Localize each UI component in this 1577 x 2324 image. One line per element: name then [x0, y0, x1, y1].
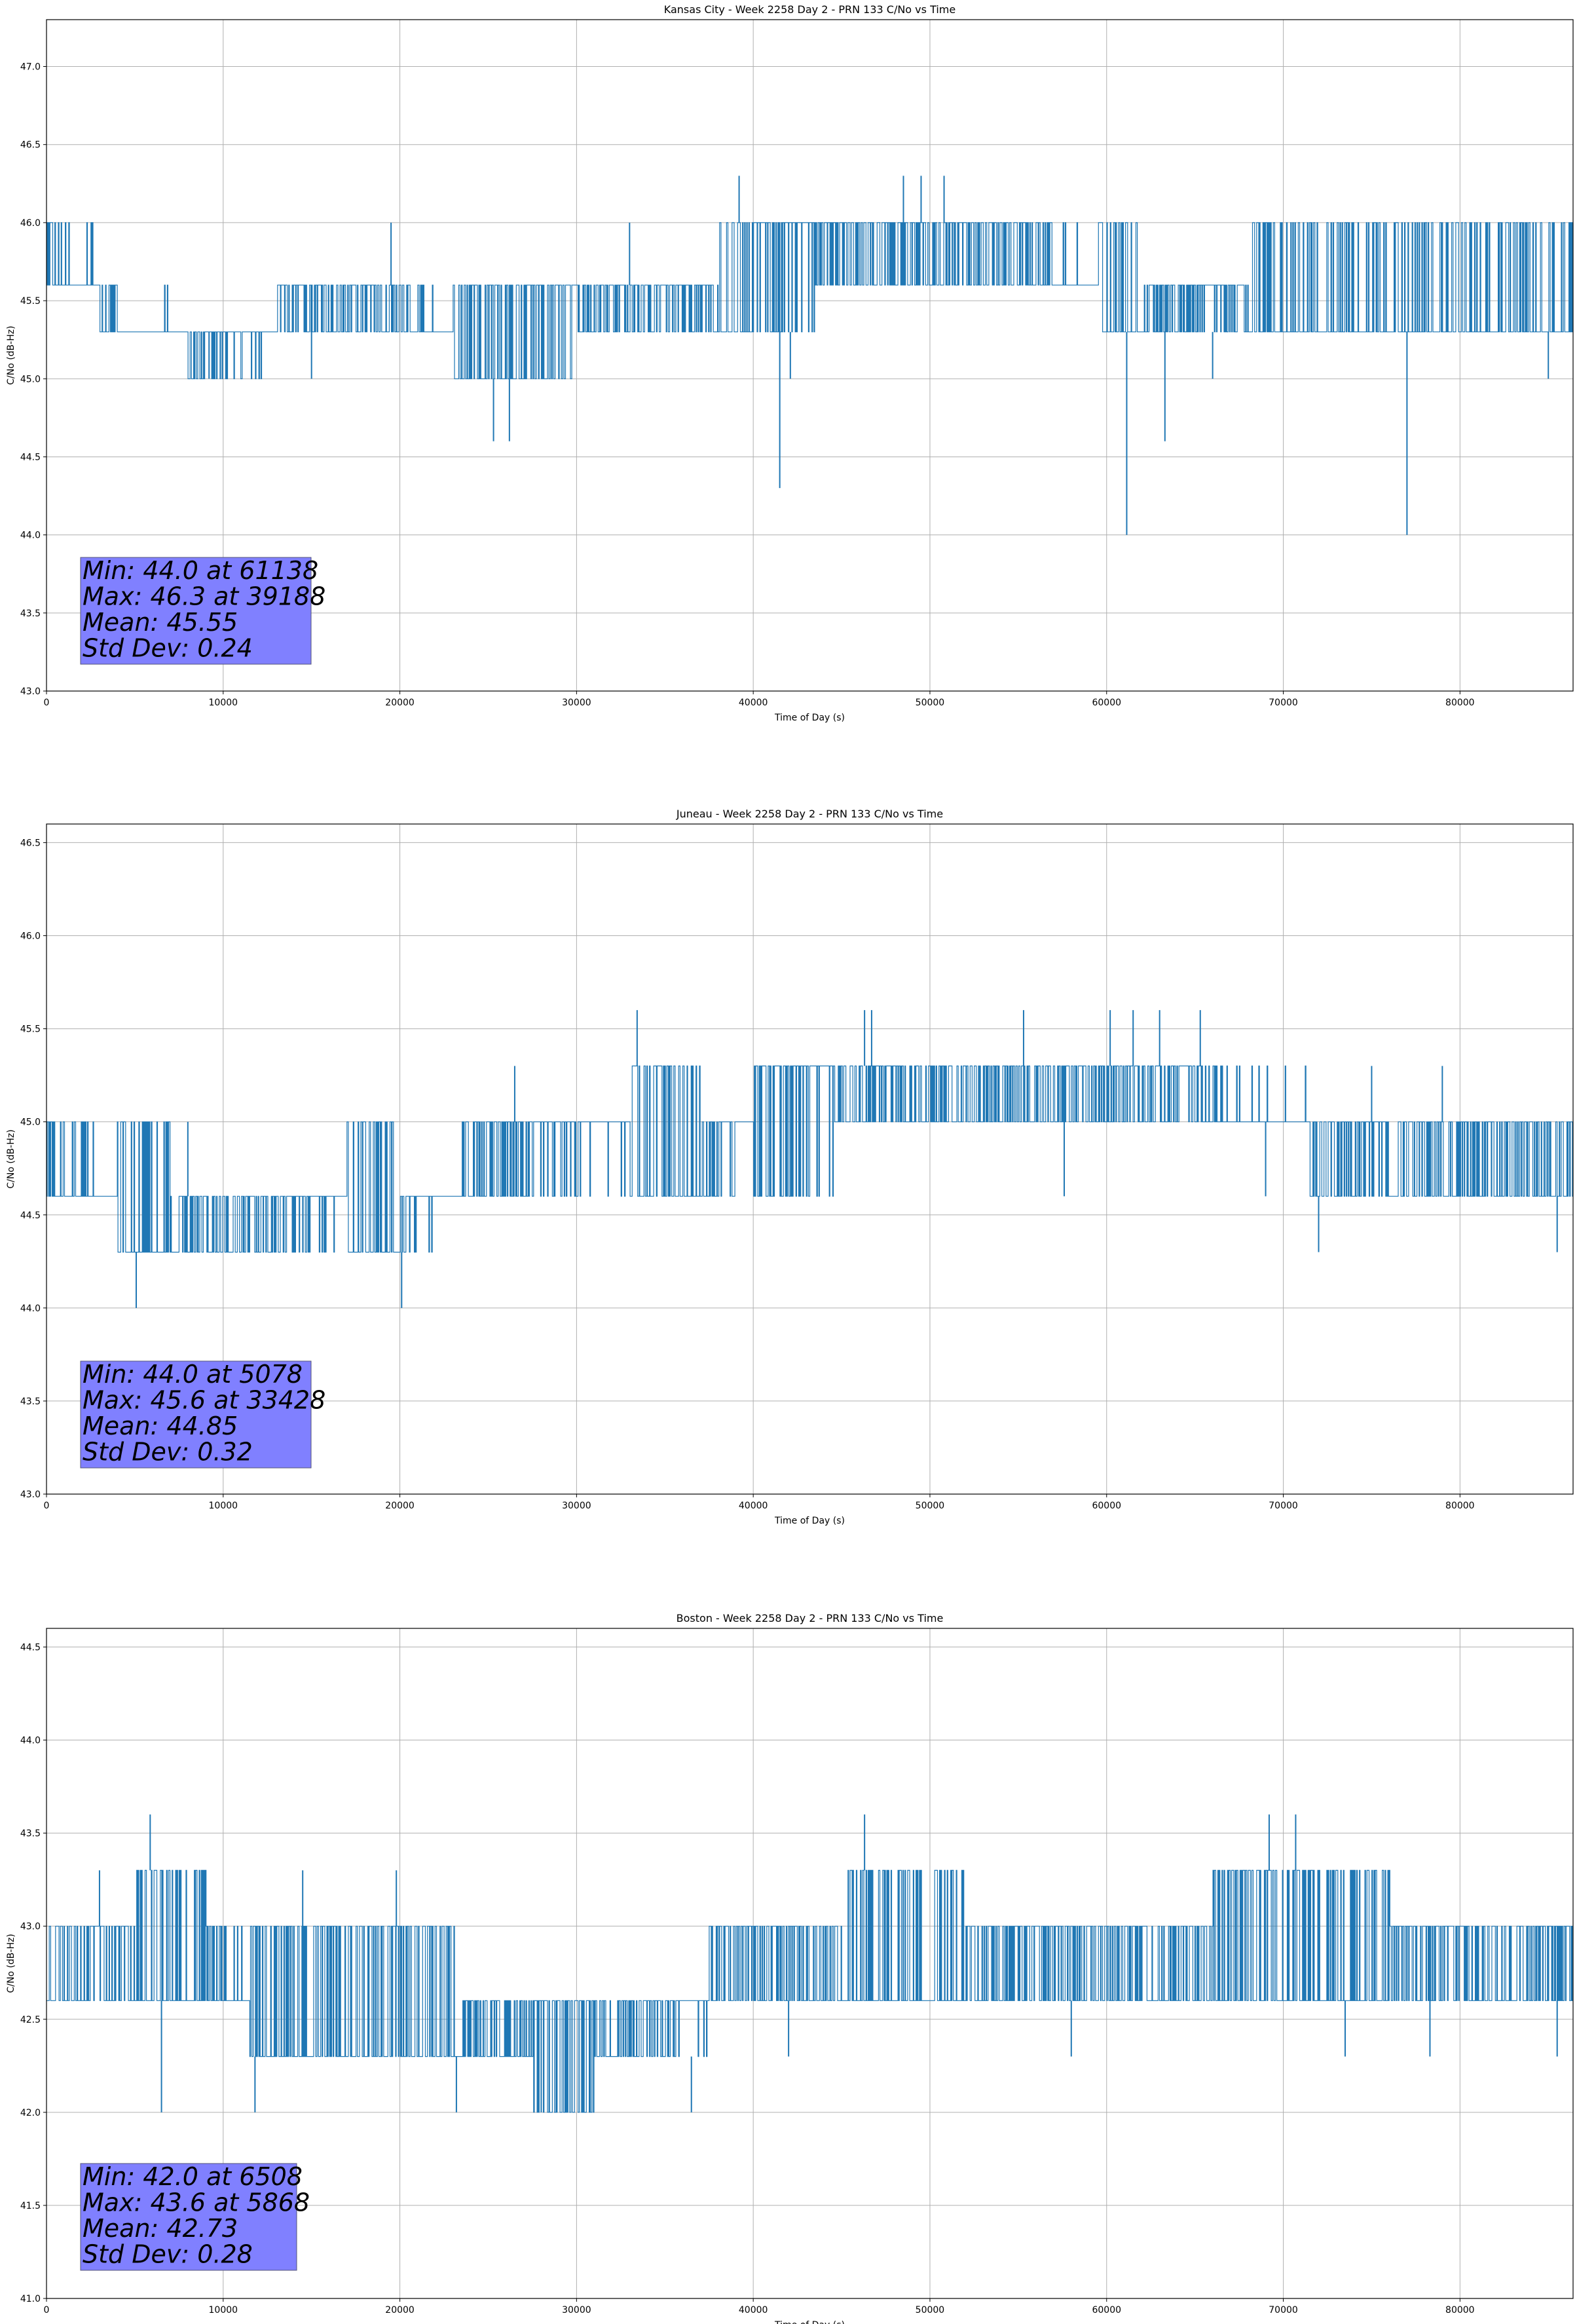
y-axis-label: C/No (dB-Hz) [6, 1129, 16, 1188]
x-tick-label: 80000 [1445, 2305, 1475, 2315]
y-tick-label: 41.5 [20, 2201, 41, 2211]
x-tick-label: 40000 [739, 1501, 768, 1511]
x-tick-label: 80000 [1445, 698, 1475, 708]
chart-title: Kansas City - Week 2258 Day 2 - PRN 133 … [664, 3, 955, 16]
stats-line: Std Dev: 0.28 [83, 2240, 253, 2269]
x-tick-label: 40000 [739, 698, 768, 708]
y-tick-label: 44.0 [20, 1303, 41, 1314]
y-tick-label: 43.5 [20, 1396, 41, 1407]
axes-frame [46, 19, 1574, 692]
x-tick-label: 20000 [385, 1501, 415, 1511]
x-tick-label: 70000 [1269, 2305, 1298, 2315]
x-tick-label: 30000 [562, 2305, 591, 2315]
x-axis-label: Time of Day (s) [774, 1516, 845, 1526]
stats-line: Mean: 44.85 [83, 1412, 238, 1440]
chart-panel-1: Kansas City - Week 2258 Day 2 - PRN 133 … [6, 3, 1574, 723]
x-tick-label: 10000 [209, 1501, 238, 1511]
x-tick-label: 50000 [916, 1501, 945, 1511]
y-tick-label: 44.0 [20, 1736, 41, 1746]
y-tick-label: 42.5 [20, 2015, 41, 2025]
y-tick-label: 43.5 [20, 609, 41, 619]
series-line [46, 1814, 1573, 2113]
y-tick-label: 46.0 [20, 931, 41, 942]
y-tick-label: 44.5 [20, 1642, 41, 1653]
x-tick-label: 50000 [916, 698, 945, 708]
stats-line: Max: 45.6 at 33428 [83, 1386, 325, 1415]
x-tick-label: 50000 [916, 2305, 945, 2315]
y-tick-label: 45.0 [20, 1117, 41, 1128]
axes-frame [46, 1628, 1574, 2299]
y-tick-label: 46.0 [20, 218, 41, 229]
y-tick-label: 42.0 [20, 2108, 41, 2118]
x-tick-label: 30000 [562, 1501, 591, 1511]
x-tick-label: 10000 [209, 698, 238, 708]
stats-line: Max: 46.3 at 39188 [83, 582, 325, 611]
x-tick-label: 30000 [562, 698, 591, 708]
y-tick-label: 46.5 [20, 140, 41, 151]
y-tick-label: 43.0 [20, 686, 41, 697]
axes-frame [46, 823, 1574, 1495]
stats-line: Std Dev: 0.24 [83, 634, 253, 663]
stats-box-background [80, 557, 312, 665]
chart-panel-3: Boston - Week 2258 Day 2 - PRN 133 C/No … [6, 1612, 1574, 2324]
x-axis-label: Time of Day (s) [774, 713, 845, 723]
chart-title: Juneau - Week 2258 Day 2 - PRN 133 C/No … [676, 808, 943, 820]
y-tick-label: 43.0 [20, 1922, 41, 1932]
x-tick-label: 0 [44, 1501, 50, 1511]
y-axis-label: C/No (dB-Hz) [6, 1934, 16, 1993]
x-tick-label: 0 [44, 698, 50, 708]
series-trace [46, 1065, 1573, 1253]
y-tick-label: 45.5 [20, 1024, 41, 1035]
stats-box-background [80, 2163, 297, 2271]
y-tick-label: 45.0 [20, 374, 41, 384]
stats-line: Mean: 42.73 [83, 2214, 238, 2243]
y-tick-label: 41.0 [20, 2294, 41, 2304]
y-tick-label: 43.5 [20, 1829, 41, 1839]
stats-line: Std Dev: 0.32 [83, 1438, 253, 1467]
stats-line: Min: 44.0 at 5078 [83, 1360, 303, 1389]
series-trace [46, 222, 1573, 379]
y-tick-label: 44.0 [20, 531, 41, 541]
y-tick-label: 46.5 [20, 838, 41, 848]
chart-panel-2: Juneau - Week 2258 Day 2 - PRN 133 C/No … [6, 808, 1574, 1526]
x-tick-label: 40000 [739, 2305, 768, 2315]
series-line [46, 1010, 1573, 1308]
x-tick-label: 60000 [1092, 698, 1121, 708]
x-tick-label: 0 [44, 2305, 50, 2315]
x-tick-label: 70000 [1269, 698, 1298, 708]
stats-box-background [80, 1360, 312, 1469]
x-tick-label: 20000 [385, 698, 415, 708]
y-tick-label: 44.5 [20, 452, 41, 462]
x-tick-label: 10000 [209, 2305, 238, 2315]
stats-line: Mean: 45.55 [83, 608, 238, 637]
x-tick-label: 60000 [1092, 2305, 1121, 2315]
chart-title: Boston - Week 2258 Day 2 - PRN 133 C/No … [677, 1612, 944, 1624]
x-tick-label: 80000 [1445, 1501, 1475, 1511]
stats-line: Max: 43.6 at 5868 [83, 2188, 310, 2217]
y-tick-label: 45.5 [20, 296, 41, 307]
stats-line: Min: 44.0 at 61138 [83, 556, 318, 585]
series-trace [46, 1869, 1573, 2113]
y-tick-label: 44.5 [20, 1210, 41, 1221]
series-line [46, 176, 1573, 535]
x-tick-label: 70000 [1269, 1501, 1298, 1511]
x-axis-label: Time of Day (s) [774, 2320, 845, 2324]
y-axis-label: C/No (dB-Hz) [6, 326, 16, 384]
y-tick-label: 47.0 [20, 62, 41, 73]
x-tick-label: 60000 [1092, 1501, 1121, 1511]
y-tick-label: 43.0 [20, 1490, 41, 1500]
stats-line: Min: 42.0 at 6508 [83, 2162, 303, 2191]
x-tick-label: 20000 [385, 2305, 415, 2315]
